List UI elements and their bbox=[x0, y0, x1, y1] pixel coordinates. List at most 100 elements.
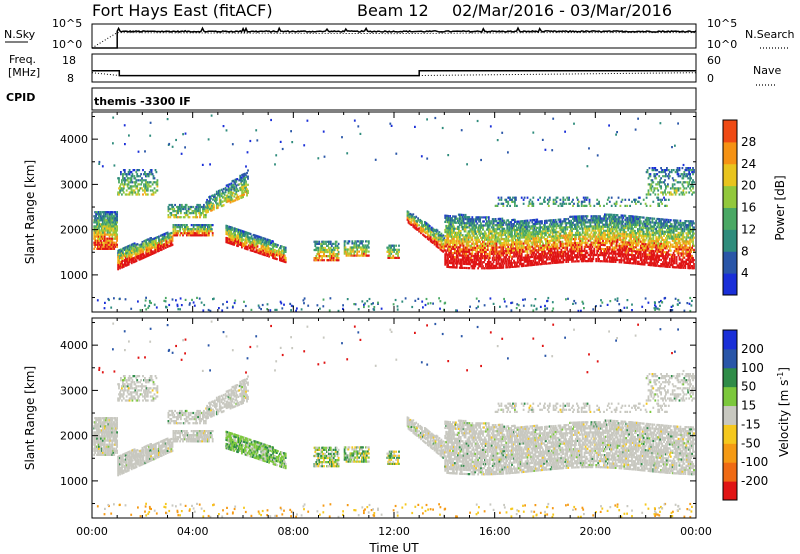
range-cell bbox=[114, 225, 117, 228]
range-cell bbox=[182, 207, 185, 211]
range-cell bbox=[152, 244, 154, 247]
range-cell bbox=[131, 181, 134, 184]
range-cell bbox=[551, 221, 554, 224]
range-cell bbox=[601, 217, 603, 220]
range-cell bbox=[581, 219, 584, 222]
range-cell bbox=[334, 246, 337, 249]
range-cell bbox=[177, 226, 180, 229]
range-cell bbox=[363, 250, 365, 253]
range-cell bbox=[197, 226, 200, 229]
range-cell bbox=[589, 219, 592, 222]
range-cell bbox=[541, 236, 543, 239]
range-cell bbox=[606, 246, 609, 249]
range-cell bbox=[531, 251, 534, 254]
range-cell bbox=[347, 240, 350, 243]
range-cell bbox=[337, 259, 340, 262]
range-cell bbox=[138, 183, 141, 186]
range-cell bbox=[396, 250, 398, 253]
range-cell bbox=[106, 239, 109, 242]
range-cell bbox=[319, 259, 322, 262]
range-cell bbox=[277, 254, 279, 257]
range-cell bbox=[133, 248, 136, 251]
range-cell bbox=[101, 241, 104, 244]
range-cell bbox=[550, 249, 553, 252]
range-cell bbox=[580, 251, 583, 255]
range-cell bbox=[424, 229, 426, 232]
range-cell bbox=[240, 182, 243, 185]
range-cell bbox=[477, 236, 479, 239]
range-cell bbox=[445, 216, 448, 219]
range-cell bbox=[195, 214, 198, 217]
range-cell bbox=[165, 238, 168, 241]
range-cell bbox=[484, 232, 486, 235]
range-cell bbox=[582, 256, 585, 259]
range-cell bbox=[472, 267, 475, 270]
range-cell bbox=[514, 228, 516, 232]
range-cell bbox=[357, 244, 359, 247]
range-cell bbox=[458, 223, 461, 226]
range-cell bbox=[448, 249, 450, 252]
range-cell bbox=[236, 196, 239, 199]
range-cell bbox=[571, 236, 573, 239]
range-cell bbox=[438, 231, 441, 234]
range-cell bbox=[602, 254, 604, 257]
range-cell bbox=[501, 250, 504, 253]
range-cell bbox=[410, 219, 413, 222]
range-cell bbox=[259, 238, 262, 241]
range-cell bbox=[448, 231, 450, 234]
range-cell bbox=[425, 223, 427, 226]
range-cell bbox=[122, 179, 125, 182]
range-cell bbox=[456, 248, 459, 251]
range-cell bbox=[569, 242, 571, 245]
range-cell bbox=[505, 221, 508, 224]
range-cell bbox=[509, 233, 511, 236]
range-cell bbox=[213, 196, 215, 199]
range-cell bbox=[506, 239, 509, 242]
range-cell bbox=[569, 223, 571, 227]
range-cell bbox=[597, 219, 600, 222]
range-cell bbox=[487, 267, 490, 270]
range-cell bbox=[544, 232, 546, 235]
range-cell bbox=[487, 226, 490, 229]
range-cell bbox=[251, 243, 254, 246]
range-cell bbox=[121, 179, 123, 182]
range-cell bbox=[486, 240, 489, 243]
range-cell bbox=[493, 234, 496, 237]
range-cell bbox=[492, 230, 495, 233]
range-cell bbox=[246, 194, 248, 197]
range-cell bbox=[517, 257, 520, 260]
range-cell bbox=[589, 251, 592, 254]
range-cell bbox=[605, 254, 607, 257]
range-cell bbox=[117, 268, 119, 271]
range-cell bbox=[136, 173, 139, 176]
range-cell bbox=[547, 239, 550, 243]
range-cell bbox=[525, 223, 528, 226]
range-cell bbox=[351, 246, 354, 249]
range-cell bbox=[198, 230, 201, 233]
range-cell bbox=[128, 169, 131, 172]
range-cell bbox=[565, 260, 568, 263]
range-cell bbox=[486, 236, 489, 239]
range-cell bbox=[468, 216, 471, 219]
range-cell bbox=[194, 210, 197, 213]
range-cell bbox=[550, 243, 553, 246]
nave-tick-top: 60 bbox=[707, 54, 721, 67]
range-cell bbox=[477, 252, 479, 256]
range-cell bbox=[587, 227, 590, 230]
range-cell bbox=[111, 233, 114, 236]
range-cell bbox=[477, 230, 479, 233]
range-cell bbox=[514, 255, 516, 258]
range-cell bbox=[462, 248, 465, 251]
range-cell bbox=[537, 232, 540, 235]
range-cell bbox=[109, 217, 112, 220]
range-cell bbox=[509, 266, 511, 269]
range-cell bbox=[492, 248, 495, 251]
range-cell bbox=[214, 197, 216, 200]
range-cell bbox=[359, 246, 361, 249]
range-cell bbox=[344, 240, 347, 243]
range-cell bbox=[448, 233, 450, 236]
range-cell bbox=[538, 261, 540, 264]
range-cell bbox=[324, 248, 326, 252]
range-cell bbox=[501, 231, 504, 235]
range-cell bbox=[490, 265, 493, 268]
